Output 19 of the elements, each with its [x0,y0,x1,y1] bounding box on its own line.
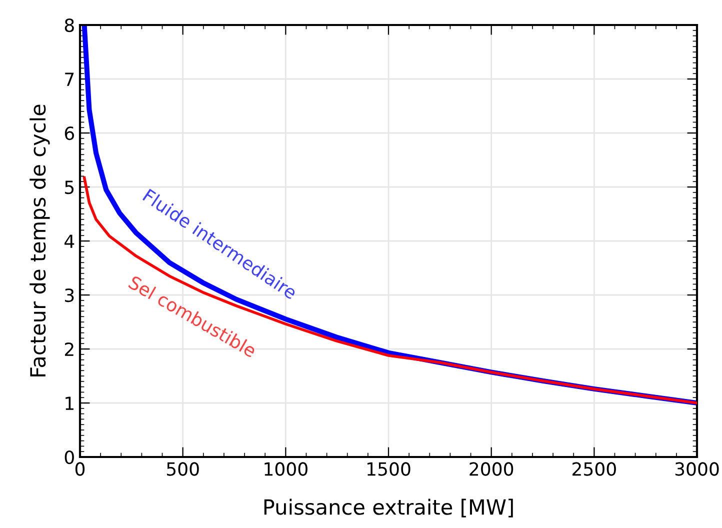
x-tick-label: 0 [75,462,85,476]
x-tick-label: 1000 [264,462,308,476]
y-tick-label: 4 [64,234,74,248]
y-tick-label: 2 [64,342,74,356]
x-tick-label: 2500 [572,462,616,476]
y-tick-label: 8 [64,18,74,32]
x-tick-label: 2000 [470,462,514,476]
y-tick-label: 0 [64,450,74,464]
y-tick-label: 5 [65,180,74,194]
y-tick-label: 1 [66,396,74,410]
y-axis-title: Facteur de temps de cycle [30,104,50,376]
y-tick-label: 7 [65,72,74,86]
x-tick-label: 3000 [675,462,719,476]
y-tick-label: 3 [65,288,74,302]
x-axis-title: Puissance extraite [MW] [264,498,513,518]
x-tick-label: 1500 [368,462,410,476]
line-series [82,176,697,404]
y-tick-label: 6 [64,126,74,140]
x-tick-label: 500 [166,462,199,476]
